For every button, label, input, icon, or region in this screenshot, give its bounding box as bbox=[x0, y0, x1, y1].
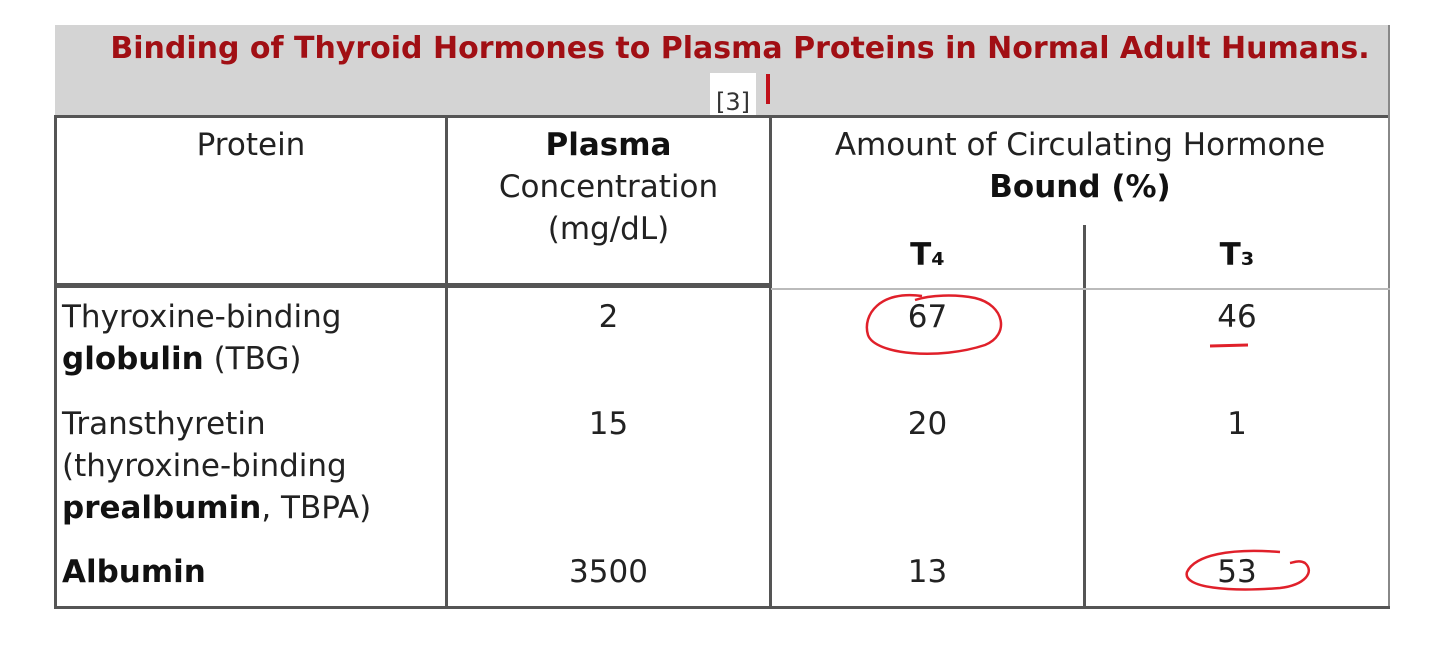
header-cell: T₃ bbox=[1086, 234, 1388, 276]
title: Binding of Thyroid Hormones to Plasma Pr… bbox=[100, 28, 1380, 123]
header-rule bbox=[55, 283, 771, 288]
value-cell: 53 bbox=[1217, 554, 1257, 590]
col-line bbox=[1083, 225, 1086, 609]
protein-cell: Transthyretin (thyroxine-binding prealbu… bbox=[62, 403, 442, 529]
header-text: Protein bbox=[196, 127, 306, 163]
border-right bbox=[1388, 25, 1390, 609]
protein-cell: Albumin bbox=[62, 551, 442, 593]
header-cell: T₄ bbox=[772, 234, 1083, 276]
header-text: T₃ bbox=[1219, 237, 1255, 273]
header-text: Concentration bbox=[498, 169, 719, 205]
header-cell: Amount of Circulating Hormone Bound (%) bbox=[772, 124, 1388, 208]
border-top bbox=[55, 115, 1390, 118]
protein-cell: Thyroxine-binding globulin (TBG) bbox=[62, 296, 442, 380]
value-cell: 3500 bbox=[569, 554, 648, 590]
cell-text: prealbumin bbox=[62, 490, 262, 526]
header-text: (mg/dL) bbox=[547, 211, 670, 247]
value-cell: 2 bbox=[598, 299, 619, 335]
header-cell: Plasma Concentration (mg/dL) bbox=[448, 124, 769, 250]
value-cell: 1 bbox=[1227, 406, 1247, 442]
value-cell: 13 bbox=[907, 554, 948, 590]
value-cell: 15 bbox=[588, 406, 629, 442]
header-rule bbox=[771, 288, 1390, 290]
value-cell: 46 bbox=[1217, 299, 1257, 335]
cell-text: Transthyretin bbox=[62, 406, 266, 442]
cursor bbox=[766, 74, 770, 104]
header-text: T₄ bbox=[910, 237, 945, 273]
cell-text: Thyroxine-binding bbox=[62, 299, 342, 335]
header-text: Plasma bbox=[545, 127, 672, 163]
header-text: Amount of Circulating Hormone bbox=[834, 127, 1326, 163]
col-line bbox=[445, 115, 448, 609]
title-ref: [3] bbox=[710, 73, 756, 123]
cell-text: Albumin bbox=[62, 554, 206, 590]
value-cell: 67 bbox=[907, 299, 948, 335]
title-text: Binding of Thyroid Hormones to Plasma Pr… bbox=[110, 31, 1370, 66]
cell-text: globulin bbox=[62, 341, 204, 377]
cell-text: , TBPA) bbox=[261, 490, 372, 526]
header-cell: Protein bbox=[57, 124, 445, 166]
cell-text: (TBG) bbox=[213, 341, 302, 377]
col-line bbox=[769, 115, 772, 609]
value-cell: 20 bbox=[907, 406, 948, 442]
border-bottom bbox=[54, 606, 1390, 609]
underline-annotation bbox=[1209, 343, 1249, 348]
cell-text: (thyroxine-binding bbox=[62, 448, 347, 484]
header-text: Bound (%) bbox=[989, 169, 1171, 205]
border-left bbox=[54, 115, 57, 609]
